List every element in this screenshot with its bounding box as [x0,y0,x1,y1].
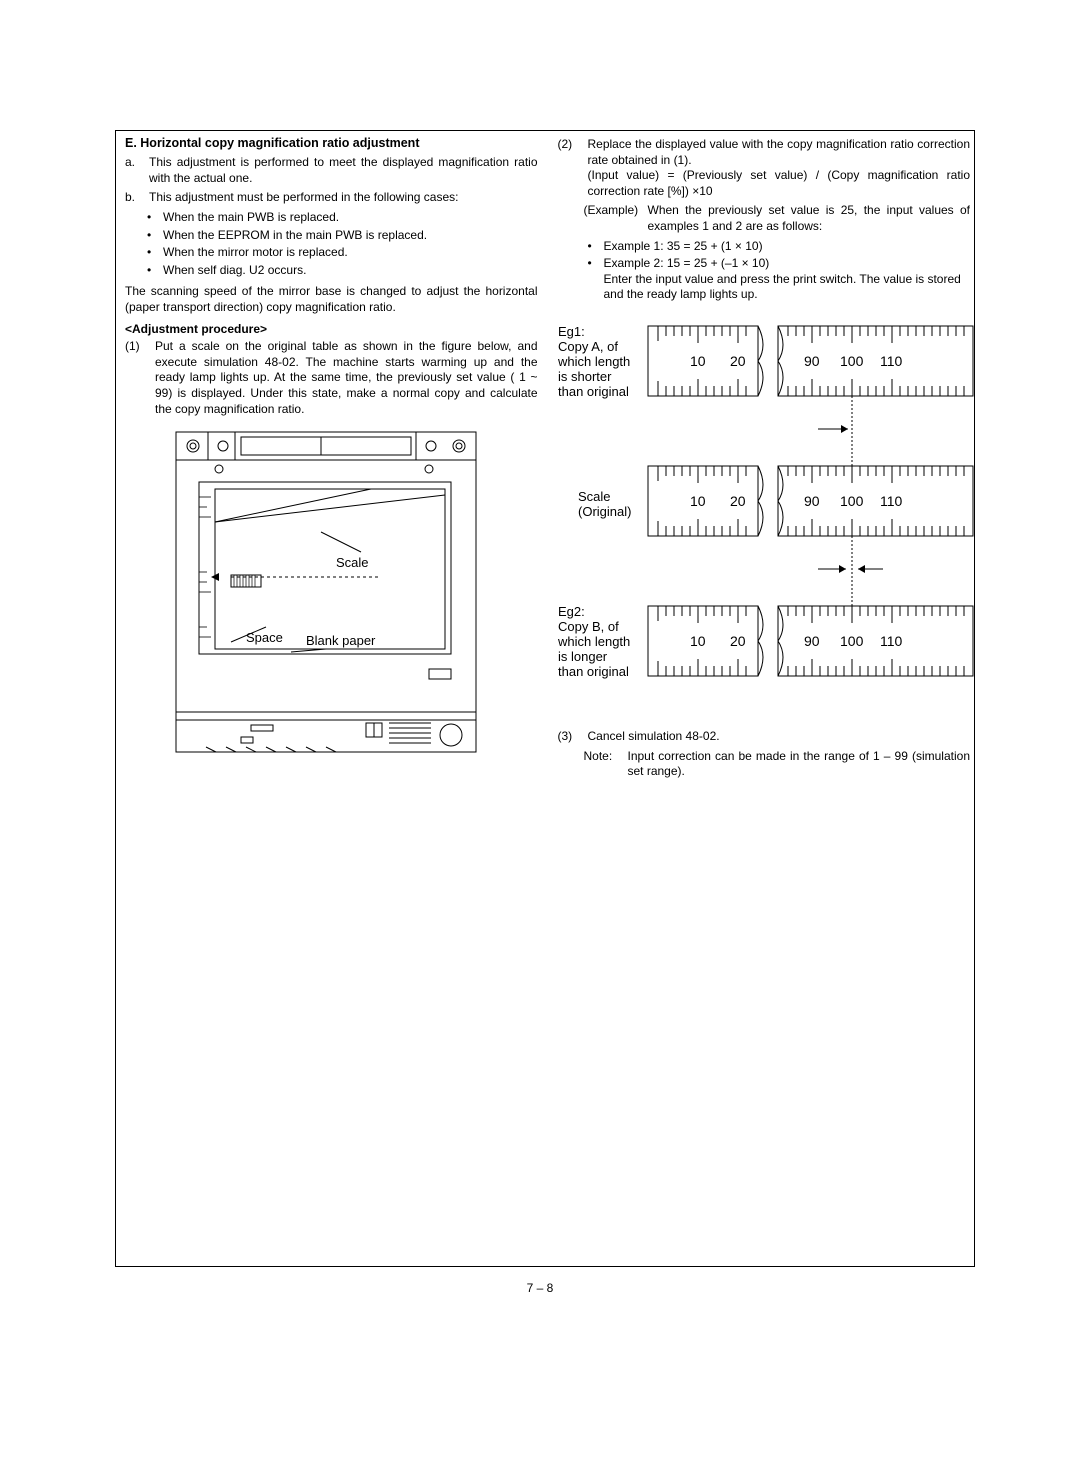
ruler-eg2: 10 20 90 100 110 [648,606,973,676]
label-scale: Scale [336,555,369,570]
step-3-num: (3) [558,729,580,745]
right-column: (2) Replace the displayed value with the… [558,135,971,780]
svg-text:10: 10 [690,493,706,509]
step-1: (1) Put a scale on the original table as… [125,339,538,417]
bullet-2: • When the EEPROM in the main PWB is repl… [147,228,538,244]
label-space: Space [246,630,283,645]
step-2-num: (2) [558,137,580,199]
svg-text:10: 10 [690,633,706,649]
svg-text:90: 90 [804,353,820,369]
ruler-comparison-figure: Eg1: Copy A, of which length is shorter … [558,311,978,721]
bullet-dot: • [588,239,596,255]
example-calcs: • Example 1: 35 = 25 + (1 × 10) • Example… [588,239,971,303]
step-3: (3) Cancel simulation 48-02. [558,729,971,745]
marker-a: a. [125,155,139,186]
label-blank: Blank paper [306,633,376,648]
bullet-text: When self diag. U2 occurs. [163,263,306,279]
bullet-4: • When self diag. U2 occurs. [147,263,538,279]
item-b: b. This adjustment must be performed in … [125,190,538,206]
example-label: (Example) [584,203,642,234]
label-eg2: Eg2: Copy B, of which length is longer t… [558,604,634,679]
step-2-text-a: Replace the displayed value with the cop… [588,137,971,167]
bullet-dot: • [588,256,596,303]
bullet-3: • When the mirror motor is replaced. [147,245,538,261]
bullet-dot: • [147,210,155,226]
step-1-text: Put a scale on the original table as sho… [155,339,538,417]
svg-text:100: 100 [840,493,864,509]
bullet-dot: • [147,245,155,261]
svg-text:110: 110 [880,633,903,649]
text-b: This adjustment must be performed in the… [149,190,458,206]
scanner-figure: Scale Space Blank paper [171,427,491,757]
bullet-text: When the EEPROM in the main PWB is repla… [163,228,427,244]
example-block: (Example) When the previously set value … [584,203,971,234]
ruler-eg1: 10 20 90 100 110 [648,326,973,396]
step-2: (2) Replace the displayed value with the… [558,137,971,199]
ex-tail-text: Enter the input value and press the prin… [604,272,961,302]
ex2-wrap: Example 2: 15 = 25 + (–1 × 10) Enter the… [604,256,971,303]
example-1: • Example 1: 35 = 25 + (1 × 10) [588,239,971,255]
bullet-text: When the mirror motor is replaced. [163,245,348,261]
example-text: When the previously set value is 25, the… [648,203,971,234]
ex2-text: Example 2: 15 = 25 + (–1 × 10) [604,256,770,270]
svg-text:90: 90 [804,633,820,649]
marker-b: b. [125,190,139,206]
svg-text:100: 100 [840,353,864,369]
bullet-list: • When the main PWB is replaced. • When th… [147,210,538,278]
step-2-text-b: (Input value) = (Previously set value) /… [588,168,971,198]
svg-text:20: 20 [730,493,746,509]
item-a: a. This adjustment is performed to meet … [125,155,538,186]
svg-text:20: 20 [730,633,746,649]
svg-text:10: 10 [690,353,706,369]
step-2-body: Replace the displayed value with the cop… [588,137,971,199]
label-eg1: Eg1: Copy A, of which length is shorter … [558,324,634,399]
svg-text:20: 20 [730,353,746,369]
step-1-num: (1) [125,339,147,417]
step-3-text: Cancel simulation 48-02. [588,729,720,745]
bullet-text: When the main PWB is replaced. [163,210,339,226]
adjustment-procedure-heading: <Adjustment procedure> [125,322,538,338]
bullet-dot: • [147,263,155,279]
section-title: E. Horizontal copy magnification ratio a… [125,135,538,151]
paragraph-scanning: The scanning speed of the mirror base is… [125,284,538,315]
page-number: 7 – 8 [0,1281,1080,1297]
note: Note: Input correction can be made in th… [584,749,971,780]
note-label: Note: [584,749,620,780]
note-text: Input correction can be made in the rang… [628,749,971,780]
content-columns: E. Horizontal copy magnification ratio a… [115,130,980,785]
bullet-1: • When the main PWB is replaced. [147,210,538,226]
ruler-original: 10 20 90 100 110 [648,466,973,536]
svg-text:110: 110 [880,493,903,509]
ex1-text: Example 1: 35 = 25 + (1 × 10) [604,239,763,255]
bullet-dot: • [147,228,155,244]
left-column: E. Horizontal copy magnification ratio a… [125,135,538,780]
page: E. Horizontal copy magnification ratio a… [0,0,1080,1477]
svg-text:110: 110 [880,353,903,369]
svg-text:100: 100 [840,633,864,649]
text-a: This adjustment is performed to meet the… [149,155,538,186]
example-2: • Example 2: 15 = 25 + (–1 × 10) Enter t… [588,256,971,303]
svg-text:90: 90 [804,493,820,509]
label-scale-original: Scale (Original) [578,489,631,519]
